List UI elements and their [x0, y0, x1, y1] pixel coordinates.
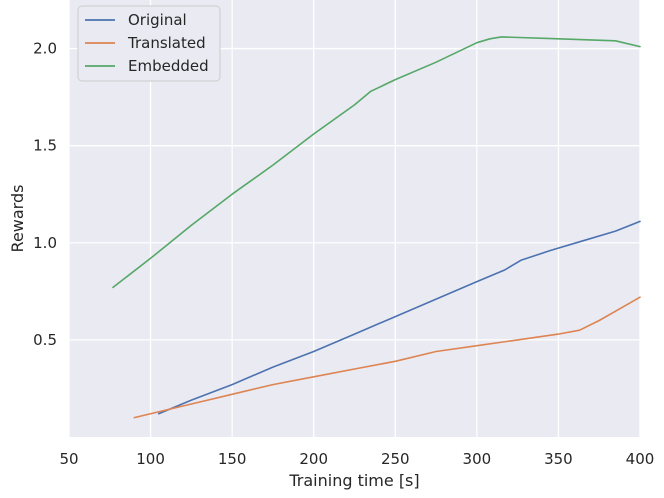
tick-labels: 50 100 150 200 250 300 350 400 0.5 1.0 1.5 2.0: [33, 40, 654, 468]
series-line-original: [157, 220, 641, 415]
y-tick-label: 1.5: [33, 137, 57, 155]
legend-label-embedded: Embedded: [128, 57, 209, 75]
legend-label-original: Original: [128, 11, 187, 29]
legend: Original Translated Embedded: [77, 5, 221, 82]
x-tick-label: 200: [299, 450, 328, 468]
y-tick-label: 1.0: [33, 234, 57, 252]
x-tick-label: 300: [463, 450, 492, 468]
y-tick-label: 0.5: [33, 331, 57, 349]
series-layer: [112, 36, 641, 419]
legend-label-translated: Translated: [127, 34, 206, 52]
x-axis-title: Training time [s]: [288, 471, 419, 490]
x-tick-label: 250: [381, 450, 410, 468]
x-tick-label: 150: [218, 450, 247, 468]
x-tick-label: 350: [544, 450, 573, 468]
series-line-translated: [133, 296, 641, 419]
x-tick-label: 100: [136, 450, 165, 468]
x-tick-label: 50: [59, 450, 78, 468]
x-tick-label: 400: [626, 450, 655, 468]
y-axis-title: Rewards: [8, 185, 27, 253]
y-tick-label: 2.0: [33, 40, 57, 58]
legend-box: [77, 5, 221, 82]
grid-lines: [68, 0, 641, 437]
series-line-embedded: [112, 36, 641, 289]
